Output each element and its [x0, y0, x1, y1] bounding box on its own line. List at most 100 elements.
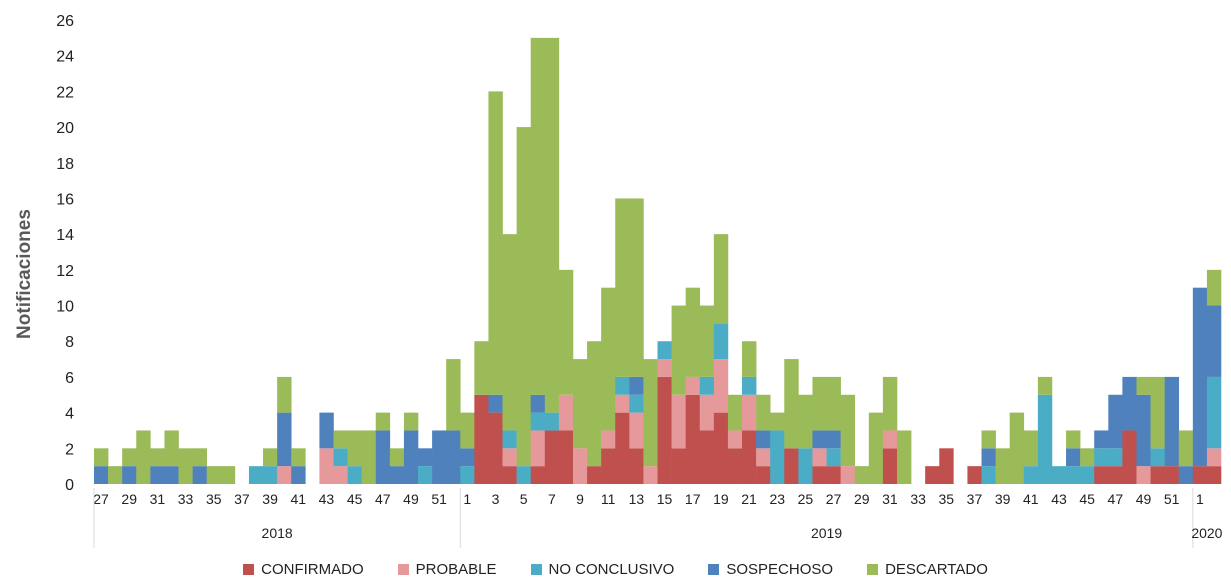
bar-segment-sospechoso — [375, 430, 391, 484]
bar-segment-sospechoso — [432, 430, 447, 484]
x-tick-label: 27 — [93, 491, 109, 507]
bar-segment-descartado — [361, 430, 377, 484]
bar-segment-descartado — [981, 430, 996, 449]
bar-segment-probable — [333, 466, 348, 484]
y-tick-label: 0 — [65, 477, 74, 494]
bar-segment-no-conclusivo — [770, 430, 785, 484]
bar-segment-sospechoso — [403, 430, 419, 484]
bar-segment-confirmado — [530, 466, 546, 484]
bar-segment-descartado — [854, 466, 870, 484]
bar-segment-sospechoso — [460, 448, 475, 467]
bar-segment-no-conclusivo — [516, 466, 532, 484]
bar-segment-descartado — [587, 341, 602, 467]
x-tick-label: 1 — [463, 491, 471, 507]
bar-segment-descartado — [94, 448, 109, 467]
y-tick-label: 12 — [56, 263, 74, 280]
bar-segment-descartado — [756, 394, 771, 431]
year-label: 2018 — [262, 525, 293, 541]
bar-segment-probable — [812, 448, 827, 467]
legend-item-no-conclusivo: NO CONCLUSIVO — [530, 561, 674, 578]
bar-segment-descartado — [389, 448, 405, 467]
x-tick-label: 3 — [492, 491, 500, 507]
bar-segment-sospechoso — [756, 430, 771, 449]
bar-segment-descartado — [558, 269, 574, 395]
x-tick-label: 37 — [967, 491, 983, 507]
bar-segment-confirmado — [699, 430, 715, 484]
bar-segment-sospechoso — [629, 376, 644, 395]
bar-segment-descartado — [333, 430, 348, 449]
x-tick-label: 31 — [882, 491, 898, 507]
bar-segment-probable — [657, 359, 672, 377]
bar-segment-descartado — [164, 430, 179, 467]
bar-segment-confirmado — [784, 448, 799, 484]
bar-segment-confirmado — [742, 430, 757, 484]
y-tick-label: 20 — [56, 120, 74, 137]
bar-segment-confirmado — [756, 466, 771, 484]
bar-segment-no-conclusivo — [798, 448, 813, 484]
y-tick-label: 14 — [56, 227, 74, 244]
bar-segment-sospechoso — [446, 430, 461, 484]
bar-segment-descartado — [671, 305, 686, 395]
bar-segment-no-conclusivo — [1023, 466, 1039, 484]
bar-segment-confirmado — [1108, 466, 1123, 484]
bar-segment-probable — [840, 466, 856, 484]
bar-segment-no-conclusivo — [530, 412, 546, 431]
bar-segment-no-conclusivo — [544, 412, 560, 431]
bar-segment-probable — [319, 448, 334, 484]
bar-segment-sospechoso — [319, 412, 334, 449]
x-tick-label: 7 — [548, 491, 556, 507]
y-tick-label: 22 — [56, 84, 74, 101]
bar-segment-confirmado — [882, 448, 898, 484]
bar-segment-probable — [601, 430, 616, 449]
bar-segment-sospechoso — [94, 466, 109, 484]
x-tick-label: 49 — [1136, 491, 1152, 507]
bar-segment-descartado — [460, 412, 475, 449]
bar-segment-descartado — [896, 430, 912, 484]
bar-segment-sospechoso — [418, 448, 433, 467]
bar-segment-probable — [727, 430, 743, 449]
bar-segment-descartado — [1136, 376, 1151, 395]
y-tick-label: 6 — [65, 370, 74, 387]
bar-segment-confirmado — [587, 466, 602, 484]
bar-segment-descartado — [291, 448, 306, 467]
bar-segment-no-conclusivo — [1094, 448, 1109, 467]
x-tick-label: 41 — [1023, 491, 1039, 507]
bar-segment-descartado — [446, 359, 461, 431]
x-tick-label: 51 — [1164, 491, 1180, 507]
x-tick-label: 25 — [798, 491, 814, 507]
bar-segment-no-conclusivo — [1080, 466, 1095, 484]
bar-segment-probable — [615, 394, 630, 413]
bar-segment-no-conclusivo — [263, 466, 278, 484]
bar-segment-descartado — [516, 127, 532, 467]
legend-label: DESCARTADO — [885, 560, 988, 578]
bar-segment-descartado — [798, 394, 813, 449]
bar-segment-descartado — [122, 448, 137, 467]
bar-segment-descartado — [770, 412, 785, 431]
bar-segment-no-conclusivo — [347, 466, 362, 484]
bar-segment-confirmado — [1094, 466, 1109, 484]
bar-segment-sospechoso — [1178, 466, 1194, 484]
bar-segment-confirmado — [671, 448, 686, 484]
bar-segment-sospechoso — [150, 466, 165, 484]
bar-segment-sospechoso — [1122, 376, 1137, 431]
x-tick-label: 29 — [121, 491, 137, 507]
legend-swatch — [397, 563, 409, 575]
bar-segment-sospechoso — [164, 466, 179, 484]
bar-segment-no-conclusivo — [981, 466, 996, 484]
bar-segment-descartado — [713, 234, 729, 324]
bar-segment-descartado — [108, 466, 123, 484]
bar-segment-descartado — [263, 448, 278, 467]
bar-segment-confirmado — [657, 376, 672, 484]
x-tick-label: 33 — [910, 491, 926, 507]
bar-segment-sospechoso — [192, 466, 207, 484]
bar-segment-confirmado — [713, 412, 729, 484]
bar-segment-descartado — [840, 394, 856, 467]
y-tick-label: 10 — [56, 299, 74, 316]
y-tick-label: 8 — [65, 334, 74, 351]
bar-segment-confirmado — [925, 466, 940, 484]
bar-segment-confirmado — [488, 412, 503, 484]
bar-segment-descartado — [1066, 430, 1081, 449]
bar-segment-no-conclusivo — [248, 466, 264, 484]
bar-segment-probable — [530, 430, 546, 467]
